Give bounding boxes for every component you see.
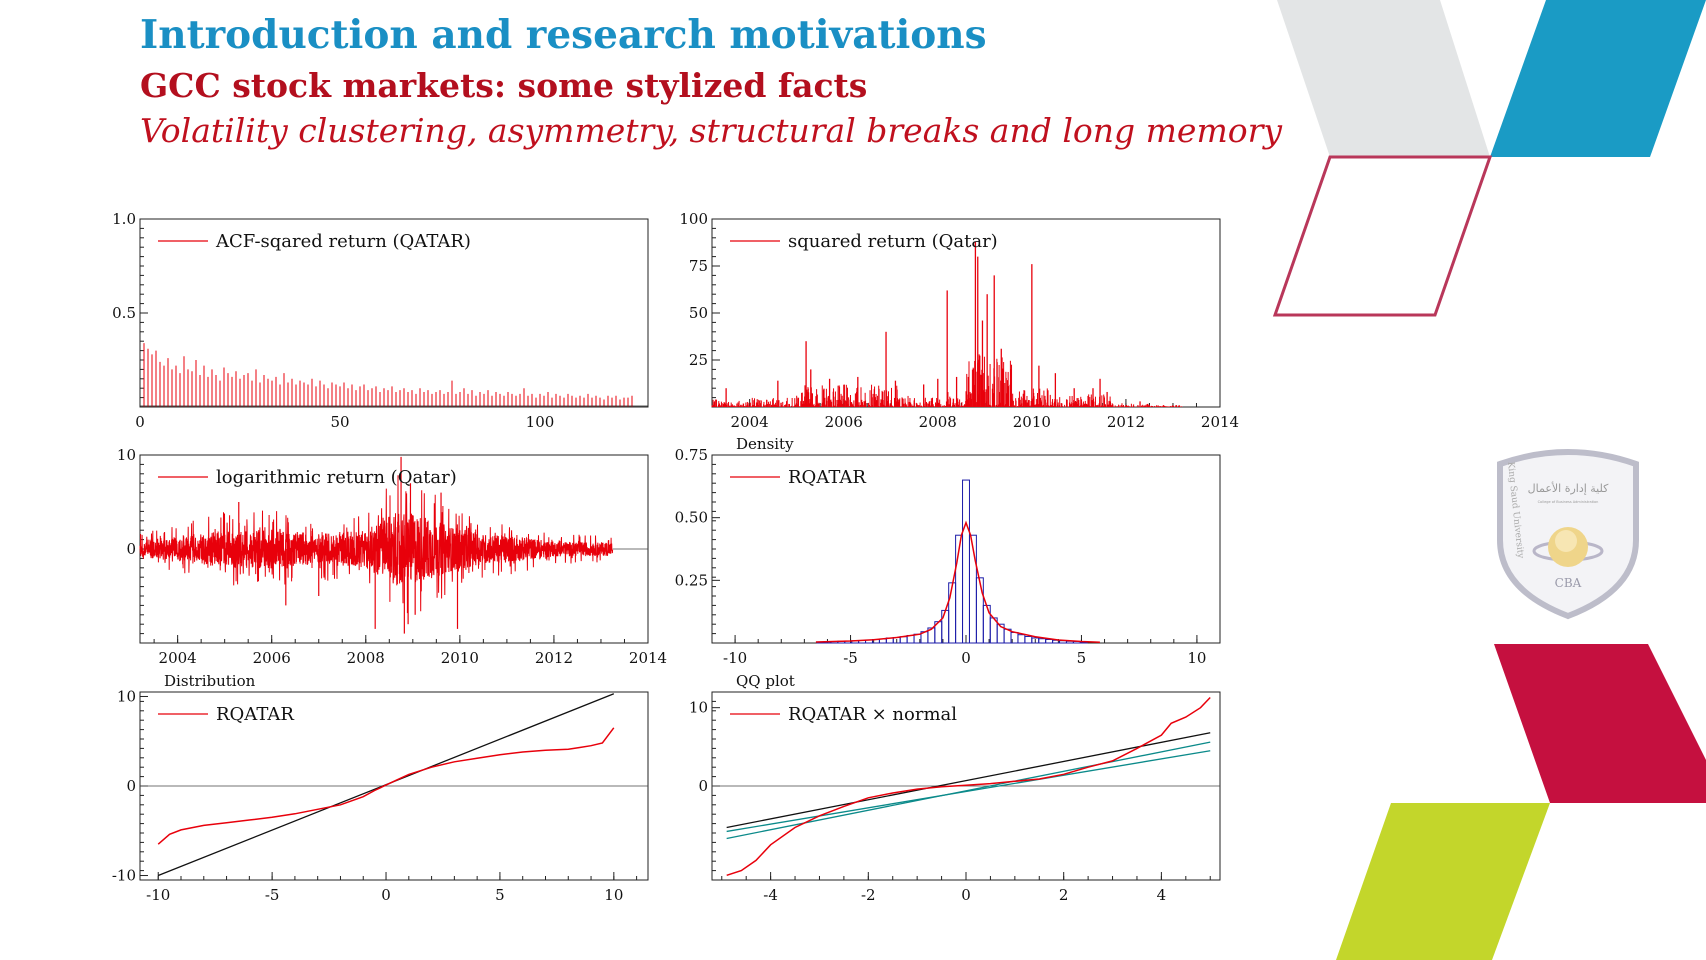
x-tick-label: 50 [330,413,349,431]
x-tick-label: 2010 [441,649,479,667]
histogram-bar [899,636,908,644]
histogram-bar [1038,638,1047,644]
y-tick-label: 0.5 [112,304,136,322]
x-tick-label: 4 [1157,886,1167,904]
x-tick-label: 10 [1187,649,1206,667]
x-tick-label: 0 [381,886,391,904]
y-tick-label: 50 [689,304,708,322]
qq-reference-line [726,741,1211,840]
x-tick-label: -4 [763,886,778,904]
x-tick-label: 2006 [253,649,291,667]
y-tick-label: 25 [689,351,708,369]
histogram-bar [941,609,950,644]
histogram-bar [975,577,984,644]
chart-qq: -4 -2 0 2 4 10 0 QQ plot RQATAR × normal [689,672,1221,904]
qq-curve [726,696,1211,877]
legend-label: RQATAR [788,467,866,488]
chart-sqret: 2004 2006 2008 2010 2012 2014 100 75 50 25 squared… [679,210,1239,431]
x-tick-label: 2012 [535,649,573,667]
slide-subsubtitle: Volatility clustering, asymmetry, struct… [140,111,1283,150]
x-tick-label: 2014 [629,649,667,667]
y-tick-label: 0.75 [675,446,708,464]
legend-label: ACF-sqared return (QATAR) [215,231,471,252]
x-tick-label: 2014 [1201,413,1239,431]
chart-logret: 2004 2006 2008 2010 2012 2014 10 0 logarithmic r… [117,446,667,667]
logo-name: CBA [1555,576,1582,590]
y-tick-label: 1.0 [112,210,136,228]
x-tick-label: -10 [146,886,170,904]
slide-title: Introduction and research motivations [140,12,987,58]
x-tick-label: 0 [135,413,145,431]
chart-distribution: -10 -5 0 5 10 10 0 -10 Distribution RQATAR [112,672,649,904]
chart-density: -10 -5 0 5 10 0.75 0.50 0.25 Density RQATAR [675,435,1221,667]
legend-label: RQATAR × normal [788,704,957,725]
distribution-curve [157,727,615,845]
y-tick-label: 0.25 [675,571,708,589]
x-tick-label: 2004 [159,649,197,667]
x-tick-label: 2004 [731,413,769,431]
y-tick-label: 0 [126,777,136,795]
x-tick-label: 2006 [825,413,863,431]
x-tick-label: 0 [961,649,971,667]
logo-subtitle: College of Business Administration [1538,500,1599,504]
density-curve [815,520,1100,643]
y-tick-label: 10 [117,446,136,464]
x-tick-label: 2008 [347,649,385,667]
x-tick-label: -5 [843,649,858,667]
chart-title: Density [736,435,794,453]
legend-label: logarithmic return (Qatar) [216,467,457,488]
x-tick-label: 2012 [1107,413,1145,431]
histogram-bar [1017,634,1026,644]
logo-arabic-text: كلية إدارة الأعمال [1528,481,1610,495]
x-tick-label: 2010 [1013,413,1051,431]
x-tick-label: 2008 [919,413,957,431]
y-tick-label: 10 [689,699,708,717]
log-return-line [139,475,614,614]
x-tick-label: -5 [265,886,280,904]
histogram-bar [948,582,957,644]
slide-subtitle: GCC stock markets: some stylized facts [140,66,868,105]
histogram-bar [962,479,970,644]
deco-crimson-parallelogram [1494,644,1706,803]
x-tick-label: -2 [861,886,876,904]
legend-label: squared return (Qatar) [788,231,998,252]
chart-title: QQ plot [736,672,795,690]
chart-acf: 0 50 100 1.0 0.5 ACF-sqared return (QATAR) [112,210,649,431]
deco-lime-parallelogram [1336,803,1550,960]
y-tick-label: 100 [679,210,708,228]
y-tick-label: -10 [112,867,136,885]
deco-blue-parallelogram [1490,0,1706,157]
logo-globe-highlight [1555,530,1577,552]
x-tick-label: 2 [1059,886,1069,904]
x-tick-label: 10 [604,886,623,904]
x-tick-label: 0 [961,886,971,904]
y-tick-label: 0 [698,777,708,795]
y-tick-label: 0 [126,540,136,558]
qq-reference-line [726,750,1211,833]
y-tick-label: 10 [117,687,136,705]
y-tick-label: 0.50 [675,509,708,527]
x-tick-label: -10 [723,649,747,667]
legend-label: RQATAR [216,704,294,725]
y-tick-label: 75 [689,257,708,275]
histogram-bar [1045,638,1054,644]
qq-reference-line [726,732,1211,829]
deco-outline-parallelogram [1272,155,1493,317]
x-tick-label: 5 [495,886,505,904]
x-tick-label: 100 [526,413,555,431]
chart-title: Distribution [164,672,256,690]
deco-grey-parallelogram [1277,0,1490,157]
histogram-bar [1024,635,1033,644]
x-tick-label: 5 [1077,649,1087,667]
